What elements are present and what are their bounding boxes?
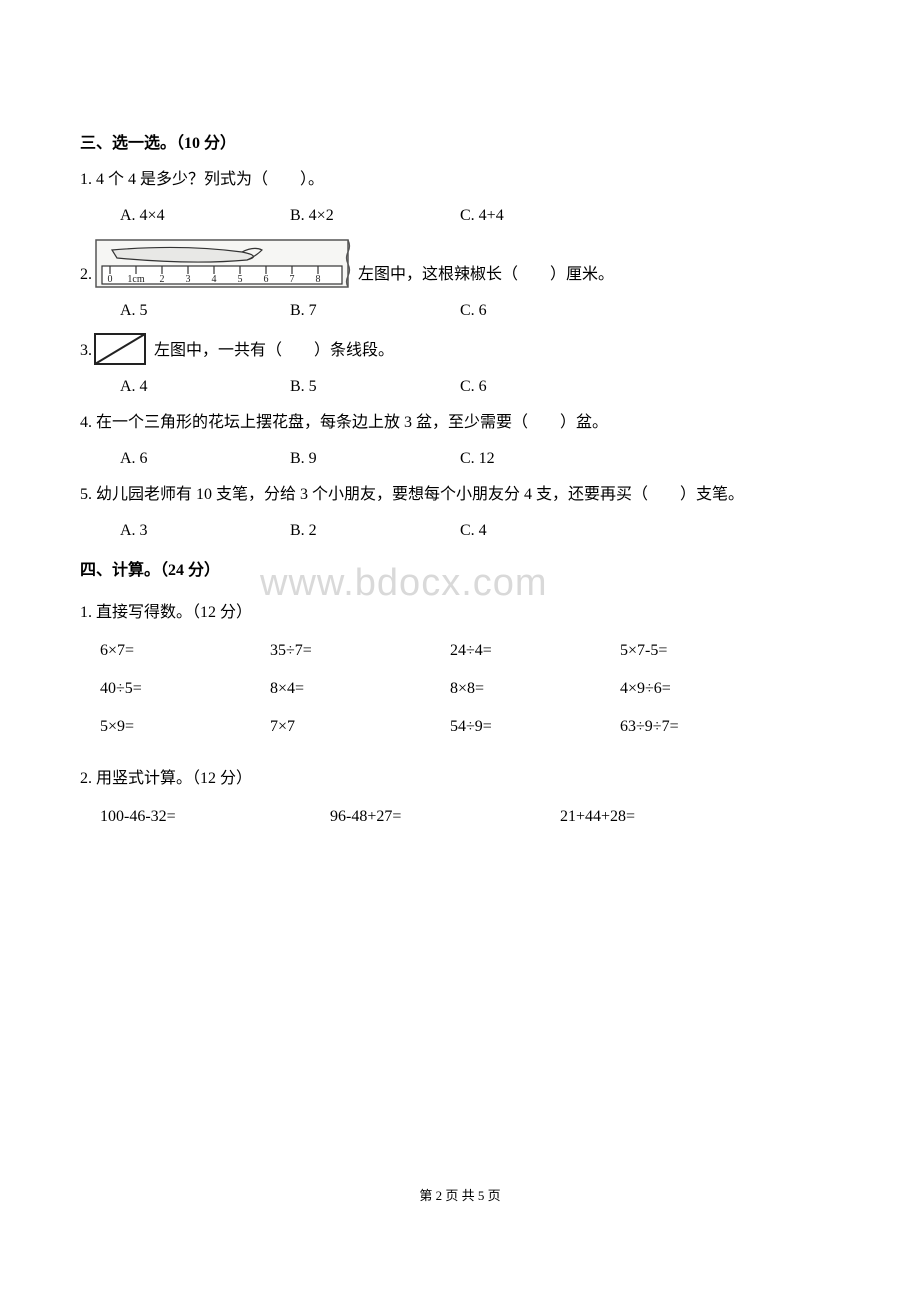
svg-text:8: 8 xyxy=(316,274,321,285)
q2-num: 2. xyxy=(80,259,92,291)
q1-options: A. 4×4 B. 4×2 C. 4+4 xyxy=(80,200,840,232)
q1: 1. 4 个 4 是多少？列式为（ ）。 xyxy=(80,164,840,196)
page-footer: 第 2 页 共 5 页 xyxy=(80,1183,840,1209)
sub2-title: 2. 用竖式计算。（12 分） xyxy=(80,763,840,795)
vert-cell: 100-46-32= xyxy=(100,801,330,833)
q2-option-b: B. 7 xyxy=(290,295,460,327)
rectangle-image xyxy=(92,331,148,367)
calc-cell: 4×9÷6= xyxy=(620,673,780,705)
svg-text:3: 3 xyxy=(186,274,191,285)
calc-cell: 7×7 xyxy=(270,711,450,743)
q2: 2. 0 1cm 2 xyxy=(80,236,840,291)
q1-text: 1. 4 个 4 是多少？列式为（ ）。 xyxy=(80,164,324,196)
calc-cell: 6×7= xyxy=(100,635,270,667)
calc-cell: 8×4= xyxy=(270,673,450,705)
q1-option-a: A. 4×4 xyxy=(120,200,290,232)
q5-option-c: C. 4 xyxy=(460,515,630,547)
q3-option-a: A. 4 xyxy=(120,371,290,403)
q3-option-c: C. 6 xyxy=(460,371,630,403)
q5-options: A. 3 B. 2 C. 4 xyxy=(80,515,840,547)
q4-option-c: C. 12 xyxy=(460,443,630,475)
q3-text: 左图中，一共有（ ）条线段。 xyxy=(154,335,394,367)
q2-options: A. 5 B. 7 C. 6 xyxy=(80,295,840,327)
section-3-title: 三、选一选。（10 分） xyxy=(80,128,840,160)
svg-text:4: 4 xyxy=(212,274,217,285)
svg-text:2: 2 xyxy=(160,274,165,285)
calc-cell: 40÷5= xyxy=(100,673,270,705)
q3: 3. 左图中，一共有（ ）条线段。 xyxy=(80,331,840,367)
calc-grid: 6×7= 35÷7= 24÷4= 5×7-5= 40÷5= 8×4= 8×8= … xyxy=(80,635,840,743)
q3-options: A. 4 B. 5 C. 6 xyxy=(80,371,840,403)
q1-option-b: B. 4×2 xyxy=(290,200,460,232)
ruler-image: 0 1cm 2 3 4 5 6 7 8 xyxy=(92,236,352,291)
calc-cell: 54÷9= xyxy=(450,711,620,743)
svg-text:0: 0 xyxy=(108,274,113,285)
svg-text:5: 5 xyxy=(238,274,243,285)
sub1-title: 1. 直接写得数。（12 分） xyxy=(80,597,840,629)
q2-text: 左图中，这根辣椒长（ ）厘米。 xyxy=(358,259,614,291)
svg-text:1cm: 1cm xyxy=(127,274,144,285)
q4-text: 4. 在一个三角形的花坛上摆花盘，每条边上放 3 盆，至少需要（ ）盆。 xyxy=(80,407,608,439)
q2-option-a: A. 5 xyxy=(120,295,290,327)
q3-num: 3. xyxy=(80,335,92,367)
q4-option-a: A. 6 xyxy=(120,443,290,475)
section-4-title: 四、计算。（24 分） xyxy=(80,555,840,587)
vert-cell: 21+44+28= xyxy=(560,801,760,833)
calc-cell: 5×9= xyxy=(100,711,270,743)
svg-text:7: 7 xyxy=(290,274,295,285)
calc-cell: 63÷9÷7= xyxy=(620,711,780,743)
q2-option-c: C. 6 xyxy=(460,295,630,327)
q5-option-b: B. 2 xyxy=(290,515,460,547)
vertical-grid: 100-46-32= 96-48+27= 21+44+28= xyxy=(80,801,840,833)
calc-cell: 35÷7= xyxy=(270,635,450,667)
q4-options: A. 6 B. 9 C. 12 xyxy=(80,443,840,475)
section-4-row: www.bdocx.com 四、计算。（24 分） xyxy=(80,555,840,587)
vert-cell: 96-48+27= xyxy=(330,801,560,833)
q4-option-b: B. 9 xyxy=(290,443,460,475)
q1-option-c: C. 4+4 xyxy=(460,200,630,232)
calc-cell: 24÷4= xyxy=(450,635,620,667)
calc-cell: 8×8= xyxy=(450,673,620,705)
q4: 4. 在一个三角形的花坛上摆花盘，每条边上放 3 盆，至少需要（ ）盆。 xyxy=(80,407,840,439)
q5-option-a: A. 3 xyxy=(120,515,290,547)
svg-text:6: 6 xyxy=(264,274,269,285)
q3-option-b: B. 5 xyxy=(290,371,460,403)
calc-cell: 5×7-5= xyxy=(620,635,780,667)
q5-text: 5. 幼儿园老师有 10 支笔，分给 3 个小朋友，要想每个小朋友分 4 支，还… xyxy=(80,479,744,511)
q5: 5. 幼儿园老师有 10 支笔，分给 3 个小朋友，要想每个小朋友分 4 支，还… xyxy=(80,479,840,511)
